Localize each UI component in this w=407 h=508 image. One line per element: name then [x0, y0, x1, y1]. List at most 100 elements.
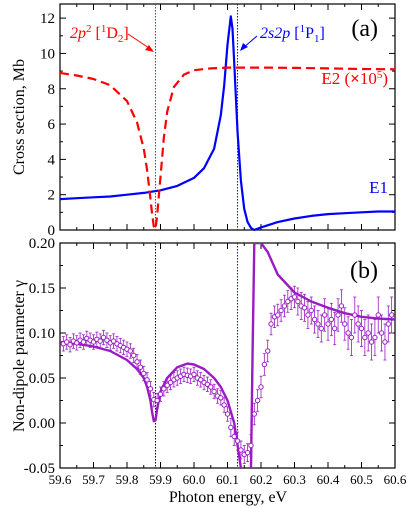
panel-b-ticks	[59, 242, 396, 469]
data-point	[110, 338, 117, 344]
x-tick-label: 60.5	[350, 472, 373, 487]
data-point	[198, 377, 204, 383]
data-point	[221, 402, 227, 408]
data-point	[137, 364, 144, 370]
data-point	[67, 342, 73, 348]
data-point	[64, 339, 70, 345]
data-point	[358, 325, 365, 332]
annotation-red-term: D	[106, 25, 118, 42]
data-point	[157, 391, 164, 397]
theory-curve	[60, 340, 243, 468]
panel-a-y-tick-label: 4	[48, 152, 56, 168]
data-point	[251, 411, 258, 417]
data-point	[345, 330, 351, 336]
data-point	[97, 338, 103, 344]
data-point	[335, 312, 341, 318]
panel-a-y-tick-labels: 0 2 4 6 8 10 12	[40, 11, 56, 239]
data-point	[231, 433, 237, 440]
data-point	[234, 438, 241, 444]
data-point	[321, 312, 328, 318]
e2-main: E2 (	[321, 69, 350, 88]
annotation-blue-arrowhead	[240, 43, 248, 51]
panel-b-vlines	[154, 243, 239, 468]
data-point	[191, 371, 197, 378]
panel-b: -0.050.000.050.100.150.20 59.6 59.7 59.8 59…	[11, 236, 407, 506]
data-point	[134, 359, 140, 365]
panel-b-frame	[59, 242, 396, 469]
annotation-red-term-sup: 1	[101, 23, 107, 35]
data-point	[318, 325, 324, 332]
x-tick-label: 59.6	[49, 472, 72, 487]
data-point	[315, 321, 321, 327]
panel-a-y-tick-label: 0	[48, 223, 56, 239]
data-point	[385, 321, 391, 327]
data-point	[355, 321, 361, 327]
data-point	[308, 307, 314, 314]
data-point	[131, 352, 137, 359]
data-point	[208, 384, 214, 390]
e2-times: ×	[350, 69, 360, 88]
x-tick-label: 59.8	[116, 472, 139, 487]
x-tick-label: 59.7	[82, 472, 105, 487]
panel-a-label: (a)	[351, 16, 378, 42]
data-point	[338, 303, 345, 309]
data-point	[228, 424, 234, 431]
data-point	[278, 307, 284, 314]
annotation-blue-term-sub: 1	[314, 33, 320, 45]
data-point	[332, 325, 338, 332]
data-point	[104, 337, 110, 343]
data-point	[295, 298, 301, 305]
annotation-red-arrowhead	[145, 45, 154, 52]
data-point	[275, 312, 281, 318]
series-line-e1	[59, 15, 395, 232]
x-tick-label: 60.4	[317, 472, 340, 487]
data-point	[144, 377, 150, 383]
data-point	[285, 298, 291, 305]
data-point	[265, 348, 271, 354]
panel-a-y-tick-label: 12	[40, 11, 55, 27]
e2-exp: 5	[377, 69, 383, 81]
data-point	[211, 388, 217, 395]
data-point	[388, 312, 395, 318]
data-point	[368, 339, 375, 345]
data-point	[100, 334, 107, 341]
data-point	[244, 450, 251, 456]
x-tick-label: 59.9	[149, 472, 172, 487]
panel-b-label: (b)	[350, 258, 378, 284]
data-point	[90, 339, 97, 345]
panel-b-y-tick-label: 0.05	[29, 371, 55, 387]
annotation-blue-rest: [	[290, 25, 299, 42]
data-point	[261, 361, 268, 368]
data-point	[352, 312, 358, 318]
panel-b-x-tick-labels: 59.6 59.7 59.8 59.9 60.0 60.1 60.2 60.3 60.4 60.5…	[49, 472, 407, 487]
x-tick-label: 60.1	[216, 472, 239, 487]
panel-a-series	[59, 15, 396, 232]
annotation-red-sup: 2	[86, 23, 92, 35]
e2-pow: 10	[360, 69, 377, 88]
data-point	[342, 321, 348, 327]
panel-b-y-tick-labels: -0.05 0.00 0.05 0.10 0.15 0.20	[24, 236, 55, 477]
annotation-red-rest: [	[92, 25, 101, 42]
data-point	[375, 312, 381, 318]
data-point	[164, 382, 170, 388]
x-axis-label: Photon energy, eV	[169, 489, 288, 506]
e2-close: )	[382, 69, 388, 88]
panel-b-y-tick-label: 0.10	[29, 326, 55, 342]
x-tick-label: 60.3	[283, 472, 306, 487]
x-tick-label: 60.6	[384, 472, 407, 487]
annotation-red-main: 2p	[70, 25, 86, 42]
annotation-blue-term: P	[305, 25, 314, 42]
data-point	[224, 411, 231, 417]
data-point	[80, 339, 87, 345]
data-point	[218, 395, 224, 401]
panel-a-vlines	[154, 4, 239, 230]
data-point	[258, 384, 264, 390]
data-point	[372, 334, 378, 341]
data-point	[348, 334, 355, 341]
panel-b-plot-area	[60, 243, 395, 468]
annotation-2s2p-1p1: 2s2p [1P1]	[260, 23, 325, 45]
data-point	[161, 386, 167, 392]
panel-a-y-tick-label: 8	[48, 82, 56, 98]
data-point	[127, 348, 134, 354]
